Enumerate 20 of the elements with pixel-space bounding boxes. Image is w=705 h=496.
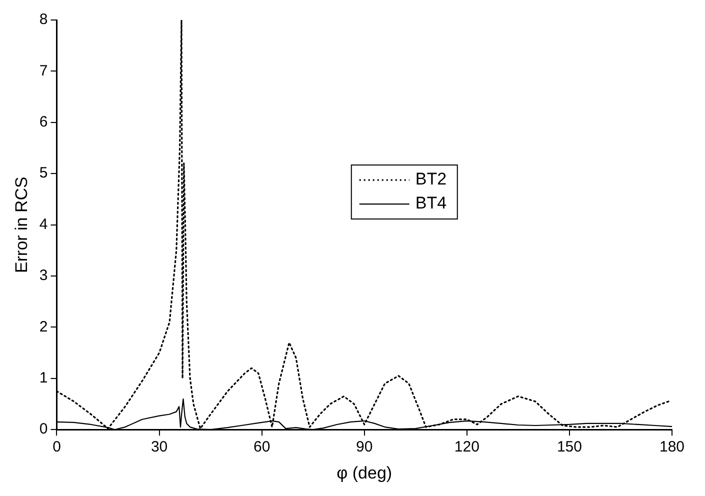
x-tick-label: 0	[52, 438, 61, 456]
x-axis-title: φ (deg)	[336, 463, 392, 482]
legend-label: BT2	[415, 170, 447, 189]
x-tick-label: 150	[556, 438, 582, 456]
y-tick-label: 4	[39, 216, 48, 233]
y-tick-label: 6	[39, 114, 48, 131]
y-tick-label: 5	[39, 164, 48, 182]
y-tick-label: 2	[39, 318, 48, 336]
y-tick-label: 0	[39, 420, 48, 438]
y-tick-label: 7	[39, 62, 48, 80]
y-tick-label: 1	[39, 370, 48, 387]
x-tick-label: 180	[659, 438, 685, 456]
y-axis-title: Error in RCS	[12, 176, 31, 273]
legend-label: BT4	[415, 194, 447, 213]
x-tick-label: 90	[356, 438, 373, 456]
x-tick-label: 120	[454, 438, 480, 456]
x-tick-label: 60	[253, 438, 270, 456]
y-tick-label: 8	[39, 11, 48, 28]
x-tick-label: 30	[150, 438, 168, 456]
y-tick-label: 3	[39, 267, 48, 284]
